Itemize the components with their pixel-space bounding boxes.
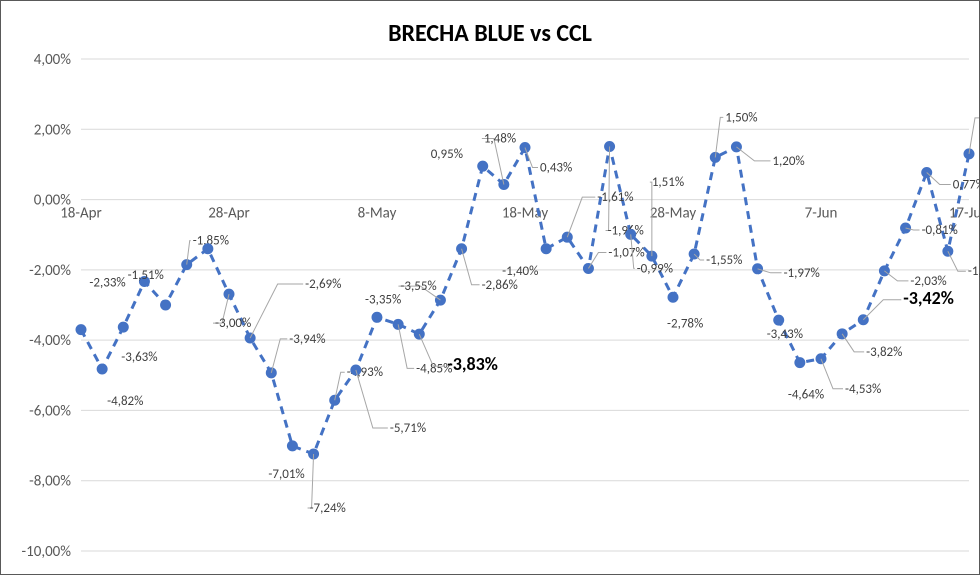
data-label: 0,95% [431, 147, 463, 162]
data-label: -4,64% [788, 388, 824, 403]
x-tick-label: 8-May [358, 205, 397, 223]
y-tick-label: -2,00% [29, 262, 71, 280]
leader-line [567, 197, 595, 237]
data-label: -0,81% [922, 223, 958, 238]
data-marker [795, 358, 805, 368]
data-label: -2,33% [89, 275, 125, 290]
data-label: -3,83% [447, 353, 498, 375]
data-label: -7,24% [310, 501, 346, 516]
x-tick-label: 7-Jun [805, 205, 838, 223]
data-label: -1,55% [706, 253, 742, 268]
data-label: 1,51% [652, 175, 684, 190]
data-label: -5,71% [390, 421, 426, 436]
leader-line [271, 339, 287, 373]
leader-line [715, 117, 723, 157]
chart-svg: 4,00%2,00%0,00%-2,00%-4,00%-6,00%-8,00%-… [1, 1, 980, 576]
data-marker [161, 300, 171, 310]
data-label: -0,99% [637, 261, 673, 276]
y-tick-label: -10,00% [22, 543, 72, 561]
leader-line [462, 249, 480, 285]
y-tick-label: -4,00% [29, 332, 71, 350]
data-label: -2,03% [910, 274, 946, 289]
leader-line [969, 118, 979, 154]
data-marker [76, 325, 86, 335]
data-marker [774, 315, 784, 325]
data-marker [118, 322, 128, 332]
data-label: -3,35% [365, 292, 401, 307]
data-label: -3,82% [866, 345, 902, 360]
data-label: -2,69% [305, 277, 341, 292]
data-label: 1,20% [772, 154, 804, 169]
data-marker [541, 244, 551, 254]
data-label: -2,78% [667, 316, 703, 331]
leader-line [736, 147, 770, 161]
data-label: -3,55% [400, 279, 436, 294]
data-label: 1,50% [725, 110, 757, 125]
data-label: -3,94% [289, 332, 325, 347]
data-marker [668, 292, 678, 302]
y-tick-label: 2,00% [34, 121, 72, 139]
x-tick-label: 28-May [650, 205, 697, 223]
data-label: -1,97% [784, 266, 820, 281]
data-label: -1,07% [608, 245, 644, 260]
x-tick-label: 18-May [502, 205, 549, 223]
x-tick-label: 28-Apr [208, 205, 250, 223]
data-label: -1,61% [597, 190, 633, 205]
data-label: -2,86% [482, 278, 518, 293]
leader-line [250, 284, 303, 338]
y-tick-label: 4,00% [34, 51, 72, 69]
data-label: -3,43% [767, 327, 803, 342]
data-label: -1,47% [968, 264, 980, 279]
data-label: -3,00% [215, 316, 251, 331]
data-label: -1,51% [128, 268, 164, 283]
data-label: -4,82% [107, 394, 143, 409]
data-label: 0,77% [953, 178, 980, 193]
y-tick-label: -8,00% [29, 473, 71, 491]
data-marker [478, 161, 488, 171]
x-tick-label: 17-Jun [949, 205, 980, 223]
data-label: -3,42% [903, 287, 954, 309]
data-label: -4,53% [845, 382, 881, 397]
leader-line [821, 359, 843, 389]
data-label: -1,40% [502, 264, 538, 279]
x-tick-label: 18-Apr [60, 205, 102, 223]
data-label: -3,63% [121, 350, 157, 365]
chart-area: BRECHA BLUE vs CCL 4,00%2,00%0,00%-2,00%… [0, 0, 980, 575]
data-marker [203, 244, 213, 254]
data-label: 0,43% [540, 161, 572, 176]
data-marker [287, 441, 297, 451]
data-marker [372, 312, 382, 322]
data-marker [97, 364, 107, 374]
y-tick-label: -6,00% [29, 402, 71, 420]
data-label: -7,01% [268, 467, 304, 482]
data-label: 1,48% [484, 131, 516, 146]
series-line [81, 147, 969, 455]
